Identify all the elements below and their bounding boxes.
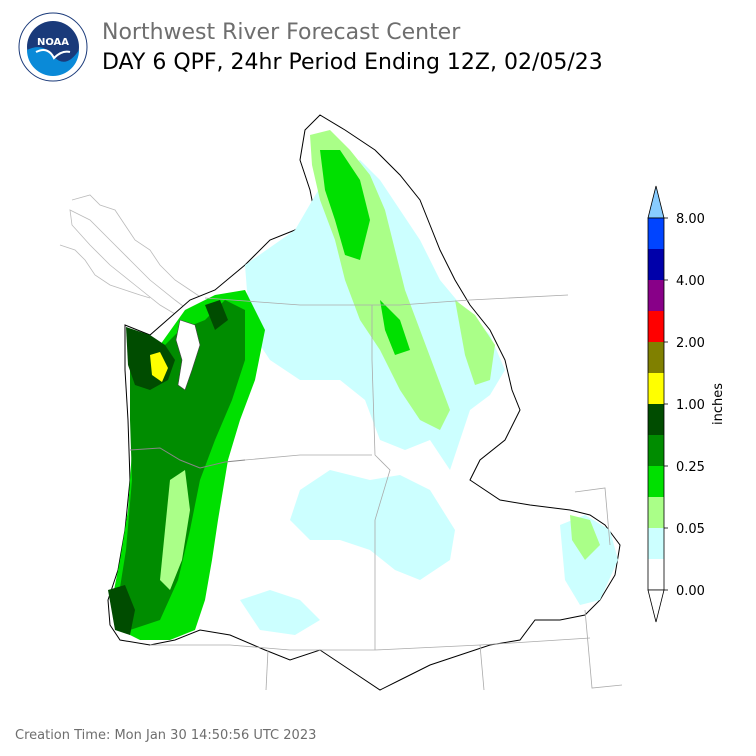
colorbar-top-arrow: [647, 185, 665, 219]
colorbar-swatch-white: [648, 559, 664, 590]
colorbar-swatch-0-green: [648, 466, 664, 497]
colorbar-swatch-8: [648, 218, 664, 249]
colorbar-segments: [648, 218, 664, 590]
precip-zone-darkestgreen: [108, 585, 135, 635]
colorbar-unit-label: inches: [711, 383, 726, 425]
colorbar-tick-label: 4.00: [676, 274, 705, 289]
noaa-logo-text: NOAA: [37, 37, 69, 48]
colorbar-swatch-cyan: [648, 528, 664, 559]
precip-zone-lightgreen: [570, 515, 600, 560]
colorbar-bottom-arrow: [647, 589, 665, 623]
colorbar-tick-label: 2.00: [676, 336, 705, 351]
colorbar-tick-label: 8.00: [676, 212, 705, 227]
colorbar-swatch-5: [648, 311, 664, 342]
precip-zone-cyan: [290, 470, 455, 580]
precip-zone-green: [320, 150, 370, 260]
colorbar-tick-label: 0.05: [676, 522, 705, 537]
colorbar-tick-label: 0.00: [676, 584, 705, 599]
columbia-river: [129, 447, 246, 469]
colorbar-ticks: [664, 217, 668, 591]
colorbar-swatch-6: [648, 280, 664, 311]
precip-zone-lightgreen: [455, 300, 495, 385]
precip-zone-cyan: [240, 590, 320, 635]
qpf-map: [59, 114, 623, 691]
colorbar-swatch-lightgreen: [648, 497, 664, 528]
colorbar-tick-label: 1.00: [676, 398, 705, 413]
colorbar-swatch-4: [648, 342, 664, 373]
page-title: Northwest River Forecast Center: [102, 20, 461, 45]
vancouver-island: [69, 209, 201, 323]
colorbar-swatch-2: [648, 404, 664, 435]
puget-sound: [175, 319, 201, 391]
basin-base: [107, 114, 621, 691]
page-subtitle: DAY 6 QPF, 24hr Period Ending 12Z, 02/05…: [102, 50, 603, 75]
colorbar-tick-label: 0.25: [676, 460, 705, 475]
precip-zone-yellow: [150, 352, 168, 382]
colorbar-swatch-1: [648, 435, 664, 466]
creation-time: Creation Time: Mon Jan 30 14:50:56 UTC 2…: [15, 728, 317, 743]
state-boundaries: [150, 294, 623, 691]
precip-zone-green: [380, 300, 410, 355]
colorbar-swatch-3: [648, 373, 664, 404]
precip-zone-lightgreen: [160, 470, 190, 590]
colorbar: 8.00 4.00 2.00 1.00 0.25 0.05 0.00 inche…: [647, 185, 726, 623]
noaa-logo-icon: NOAA: [18, 12, 88, 82]
precip-zone-darkestgreen: [205, 300, 228, 330]
bc-coastline: [59, 194, 206, 301]
colorbar-swatch-7: [648, 249, 664, 280]
